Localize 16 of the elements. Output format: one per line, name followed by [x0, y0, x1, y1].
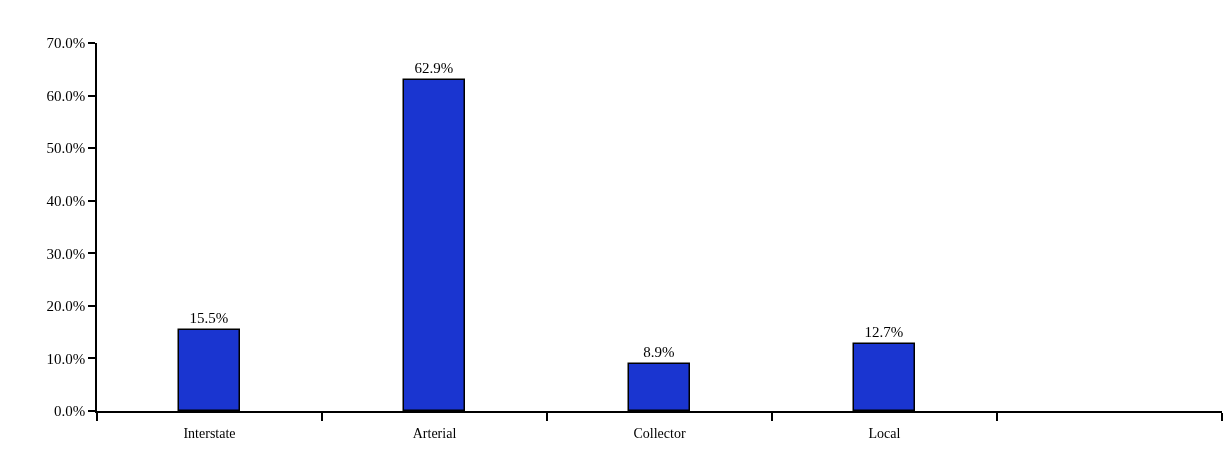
y-tick-label: 0.0%	[54, 403, 86, 420]
x-tick-label: Local	[868, 425, 901, 441]
x-tick-label: Arterial	[412, 425, 457, 441]
y-tick-label: 70.0%	[46, 35, 86, 52]
y-tick-label: 30.0%	[46, 245, 86, 262]
x-tick-label: Collector	[633, 425, 686, 441]
data-label: 62.9%	[414, 60, 454, 77]
y-tick-label: 40.0%	[46, 192, 86, 209]
y-tick-label: 60.0%	[46, 87, 86, 104]
x-tick-label: Interstate	[183, 425, 236, 441]
data-label: 15.5%	[189, 310, 229, 327]
data-label: 12.7%	[864, 324, 904, 341]
data-label: 8.9%	[643, 344, 675, 361]
y-tick-label: 20.0%	[46, 298, 86, 315]
y-tick-label: 10.0%	[46, 350, 86, 367]
y-tick-label: 50.0%	[46, 140, 86, 157]
